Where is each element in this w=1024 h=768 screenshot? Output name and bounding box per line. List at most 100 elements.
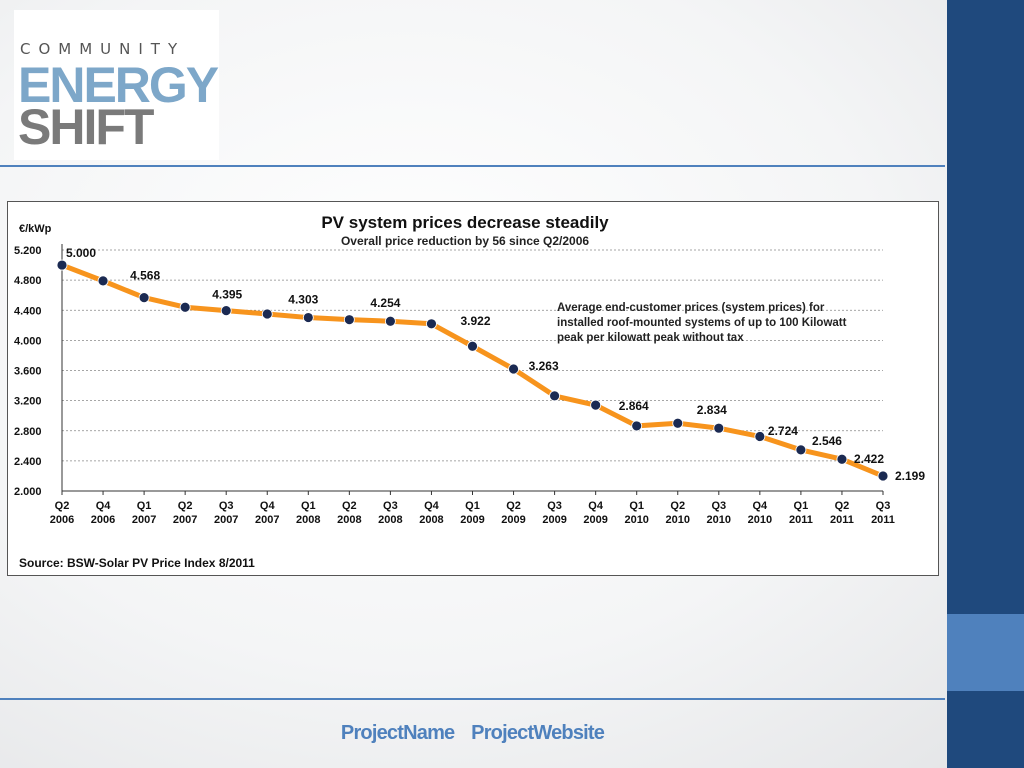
data-point-marker bbox=[549, 390, 560, 402]
data-point-marker bbox=[631, 420, 643, 432]
x-tick-label-year: 2006 bbox=[91, 514, 115, 526]
data-point-marker bbox=[302, 312, 314, 323]
data-point-marker bbox=[713, 422, 725, 434]
x-tick-label-year: 2009 bbox=[460, 514, 484, 526]
x-tick-label-year: 2010 bbox=[624, 514, 648, 526]
x-tick-label-year: 2011 bbox=[789, 514, 813, 526]
x-tick-label-year: 2011 bbox=[871, 514, 895, 526]
data-label: 2.834 bbox=[697, 403, 727, 417]
x-tick-label-quarter: Q2 bbox=[55, 500, 70, 512]
logo-line-shift: SHIFT bbox=[18, 99, 154, 155]
y-tick-label: 4.800 bbox=[14, 275, 42, 287]
x-tick-label-year: 2007 bbox=[173, 514, 197, 526]
x-tick-label-year: 2010 bbox=[707, 514, 731, 526]
pv-price-chart: PV system prices decrease steadily Overal… bbox=[7, 201, 939, 576]
data-label: 4.568 bbox=[130, 269, 160, 283]
x-tick-label-year: 2007 bbox=[214, 514, 238, 526]
chart-annotation-line: installed roof-mounted systems of up to … bbox=[557, 317, 847, 329]
logo-line-community: COMMUNITY bbox=[20, 40, 186, 58]
data-label: 5.000 bbox=[66, 246, 96, 260]
y-tick-label: 4.000 bbox=[14, 335, 42, 347]
data-label: 3.263 bbox=[529, 359, 559, 373]
x-tick-label-quarter: Q1 bbox=[465, 500, 480, 512]
data-label: 4.395 bbox=[212, 288, 242, 302]
y-axis-label: €/kWp bbox=[19, 223, 52, 235]
x-tick-label-quarter: Q2 bbox=[342, 500, 357, 512]
data-label: 2.422 bbox=[854, 452, 884, 466]
data-point-marker bbox=[97, 275, 109, 287]
data-label: 2.724 bbox=[768, 424, 798, 438]
y-tick-label: 2.000 bbox=[14, 486, 42, 498]
chart-source: Source: BSW-Solar PV Price Index 8/2011 bbox=[19, 556, 255, 570]
y-tick-label: 3.200 bbox=[14, 396, 42, 408]
chart-canvas: PV system prices decrease steadily Overal… bbox=[14, 213, 925, 570]
y-tick-label: 5.200 bbox=[14, 245, 42, 257]
data-label: 4.254 bbox=[370, 296, 400, 310]
x-tick-label-year: 2009 bbox=[501, 514, 525, 526]
data-point-marker bbox=[220, 305, 232, 317]
project-website: ProjectWebsite bbox=[471, 722, 605, 744]
x-tick-label-year: 2010 bbox=[748, 514, 772, 526]
x-tick-label-quarter: Q1 bbox=[137, 500, 152, 512]
data-point-marker bbox=[467, 340, 478, 352]
chart-title: PV system prices decrease steadily bbox=[321, 213, 609, 232]
x-tick-label-quarter: Q4 bbox=[96, 500, 112, 512]
x-tick-label-year: 2007 bbox=[132, 514, 156, 526]
footer: ProjectName ProjectWebsite bbox=[0, 722, 945, 745]
community-energy-shift-logo: COMMUNITY ENERGY SHIFT bbox=[14, 10, 219, 160]
data-point-marker bbox=[672, 417, 684, 429]
y-tick-label: 2.800 bbox=[14, 426, 42, 438]
x-tick-label-year: 2009 bbox=[583, 514, 607, 526]
data-label: 2.546 bbox=[812, 434, 842, 448]
data-label: 2.864 bbox=[619, 399, 649, 413]
project-name: ProjectName bbox=[340, 722, 455, 744]
x-tick-label-quarter: Q2 bbox=[835, 500, 850, 512]
x-tick-label-quarter: Q1 bbox=[629, 500, 644, 512]
x-tick-label-year: 2010 bbox=[666, 514, 690, 526]
x-tick-label-quarter: Q3 bbox=[876, 500, 891, 512]
x-tick-label-quarter: Q3 bbox=[219, 500, 234, 512]
data-label: 2.199 bbox=[895, 469, 925, 483]
data-point-marker bbox=[590, 399, 602, 411]
data-point-marker bbox=[138, 292, 150, 303]
x-tick-label-quarter: Q4 bbox=[588, 500, 604, 512]
data-label: 3.922 bbox=[461, 314, 491, 328]
x-tick-label-quarter: Q2 bbox=[178, 500, 193, 512]
y-tick-label: 3.600 bbox=[14, 366, 42, 378]
x-tick-label-quarter: Q3 bbox=[711, 500, 726, 512]
x-tick-label-quarter: Q1 bbox=[794, 500, 809, 512]
footer-divider bbox=[0, 698, 945, 700]
data-point-marker bbox=[384, 315, 396, 327]
x-tick-label-year: 2008 bbox=[378, 514, 402, 526]
x-tick-label-year: 2006 bbox=[50, 514, 74, 526]
data-label: 4.303 bbox=[288, 293, 318, 307]
data-point-marker bbox=[795, 444, 807, 456]
x-tick-label-quarter: Q3 bbox=[547, 500, 562, 512]
x-tick-label-quarter: Q2 bbox=[506, 500, 521, 512]
x-tick-label-year: 2009 bbox=[542, 514, 566, 526]
x-tick-label-year: 2008 bbox=[419, 514, 443, 526]
x-tick-label-quarter: Q4 bbox=[260, 500, 276, 512]
chart-annotation-line: Average end-customer prices (system pric… bbox=[557, 302, 825, 314]
x-tick-label-year: 2007 bbox=[255, 514, 279, 526]
logo-line-energy: ENERGY bbox=[18, 57, 219, 113]
data-point-marker bbox=[56, 259, 68, 271]
data-point-marker bbox=[179, 301, 191, 313]
data-point-marker bbox=[754, 431, 766, 442]
y-tick-label: 2.400 bbox=[14, 456, 42, 468]
x-tick-label-quarter: Q2 bbox=[670, 500, 685, 512]
x-tick-label-year: 2008 bbox=[337, 514, 361, 526]
data-point-marker bbox=[343, 314, 355, 326]
x-tick-label-year: 2011 bbox=[830, 514, 854, 526]
x-tick-label-quarter: Q3 bbox=[383, 500, 398, 512]
data-point-marker bbox=[508, 363, 519, 375]
data-point-marker bbox=[877, 470, 889, 482]
x-tick-label-quarter: Q1 bbox=[301, 500, 316, 512]
chart-annotation-line: peak per kilowatt peak without tax bbox=[557, 332, 744, 344]
x-tick-label-quarter: Q4 bbox=[753, 500, 769, 512]
right-sidebar-accent-block bbox=[947, 614, 1024, 691]
data-point-marker bbox=[261, 308, 273, 320]
x-tick-label-quarter: Q4 bbox=[424, 500, 440, 512]
data-point-marker bbox=[836, 453, 848, 465]
y-tick-label: 4.400 bbox=[14, 305, 42, 317]
